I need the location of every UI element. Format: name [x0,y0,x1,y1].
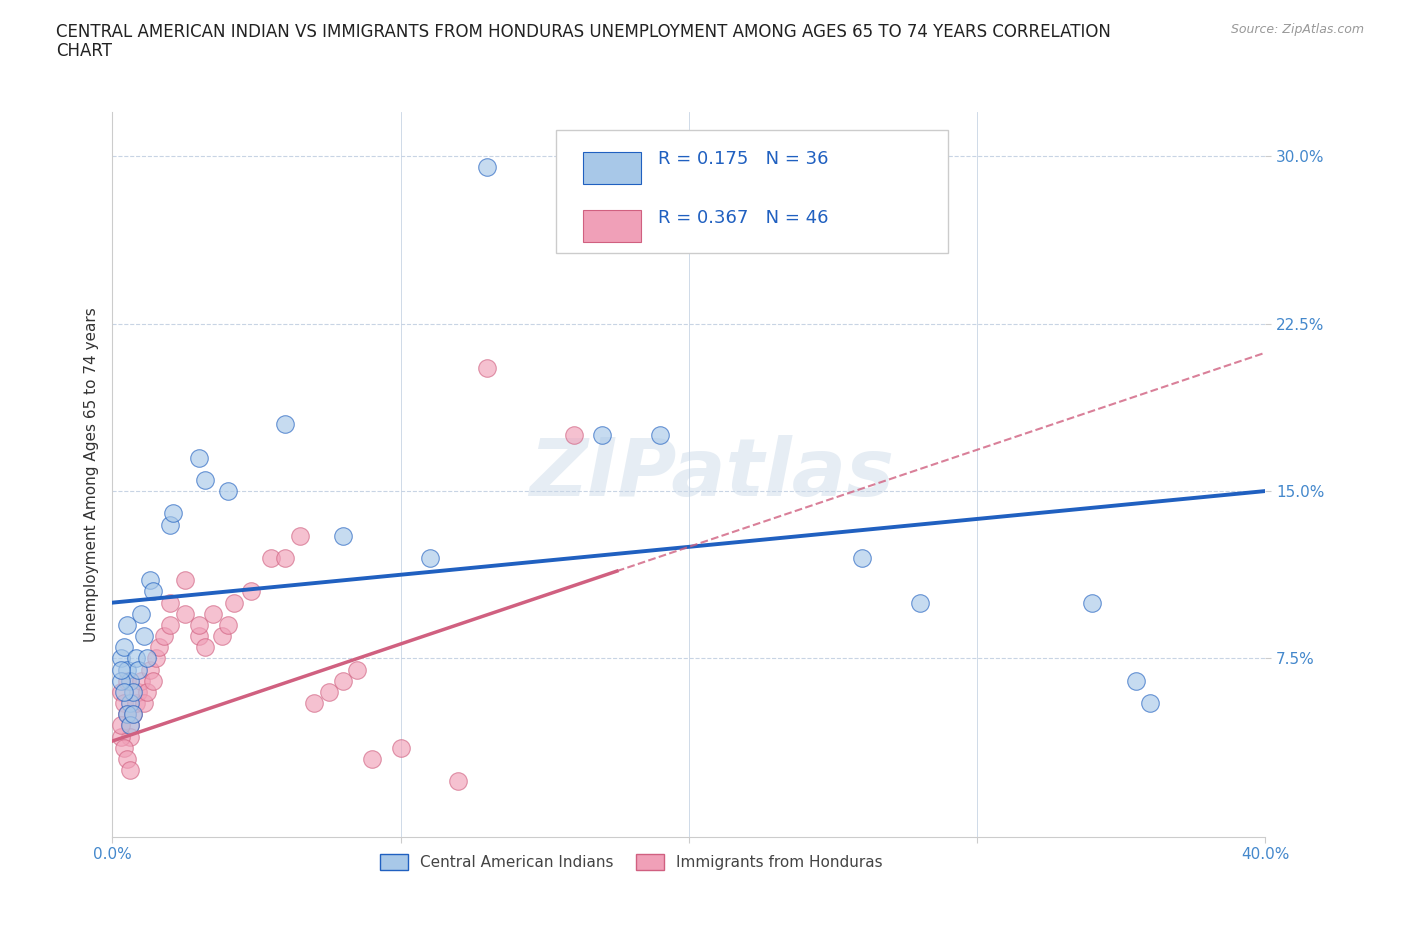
Point [118,763,141,777]
Point [121,707,143,722]
Y-axis label: Unemployment Among Ages 65 to 74 years: Unemployment Among Ages 65 to 74 years [83,307,98,642]
Point [274,417,297,432]
Text: ZIPatlas: ZIPatlas [530,435,894,513]
Point [447,774,470,789]
Point [110,718,132,733]
Point [562,428,585,443]
Point [110,662,132,677]
Point [115,662,138,677]
Point [260,551,283,565]
Point [211,629,233,644]
Point [112,684,135,699]
Text: CENTRAL AMERICAN INDIAN VS IMMIGRANTS FROM HONDURAS UNEMPLOYMENT AMONG AGES 65 T: CENTRAL AMERICAN INDIAN VS IMMIGRANTS FR… [56,23,1111,41]
Point [194,472,217,487]
Point [134,696,156,711]
Point [304,696,326,711]
Point [360,751,382,766]
Point [153,629,176,644]
Point [851,551,873,565]
Point [127,684,149,699]
Point [592,428,614,443]
Point [110,651,132,666]
Point [110,673,132,688]
Point [332,673,354,688]
Point [127,662,149,677]
Point [173,606,195,621]
Point [134,629,156,644]
Point [110,684,132,699]
Point [419,551,441,565]
Point [121,684,143,699]
Point [115,618,138,632]
Text: R = 0.367   N = 46: R = 0.367 N = 46 [658,208,828,227]
Point [1139,696,1161,711]
Point [118,673,141,688]
Point [318,684,340,699]
Point [110,729,132,744]
FancyBboxPatch shape [557,130,949,253]
Point [217,484,239,498]
Point [115,751,138,766]
Point [1125,673,1147,688]
Point [121,707,143,722]
Point [142,673,165,688]
Point [118,718,141,733]
Point [139,662,162,677]
Point [1081,595,1104,610]
Point [115,673,138,688]
Point [124,651,146,666]
Point [389,740,412,755]
Point [346,662,368,677]
Text: CHART: CHART [56,42,112,60]
Point [173,573,195,588]
Point [475,361,499,376]
Point [274,551,297,565]
Point [159,517,181,532]
Point [908,595,931,610]
Point [475,160,499,175]
Point [332,528,354,543]
Point [142,584,165,599]
Point [145,651,167,666]
Point [115,707,138,722]
Point [118,718,141,733]
Point [136,684,159,699]
Point [112,640,135,655]
Point [239,584,262,599]
Point [159,618,181,632]
Point [188,629,211,644]
Legend: Central American Indians, Immigrants from Honduras: Central American Indians, Immigrants fro… [374,848,889,876]
Point [217,618,239,632]
Bar [583,210,641,242]
Point [188,618,211,632]
Point [112,696,135,711]
Point [288,528,311,543]
Point [650,428,672,443]
Point [148,640,170,655]
Point [194,640,217,655]
Point [188,450,211,465]
Point [118,729,141,744]
Text: Source: ZipAtlas.com: Source: ZipAtlas.com [1230,23,1364,36]
Point [124,696,146,711]
Point [202,606,225,621]
Point [139,573,162,588]
Point [129,606,153,621]
Bar [583,153,641,184]
Point [129,673,153,688]
Point [118,696,141,711]
Point [222,595,245,610]
Text: R = 0.175   N = 36: R = 0.175 N = 36 [658,151,828,168]
Point [115,707,138,722]
Point [162,506,184,521]
Point [159,595,181,610]
Point [136,651,159,666]
Point [112,740,135,755]
